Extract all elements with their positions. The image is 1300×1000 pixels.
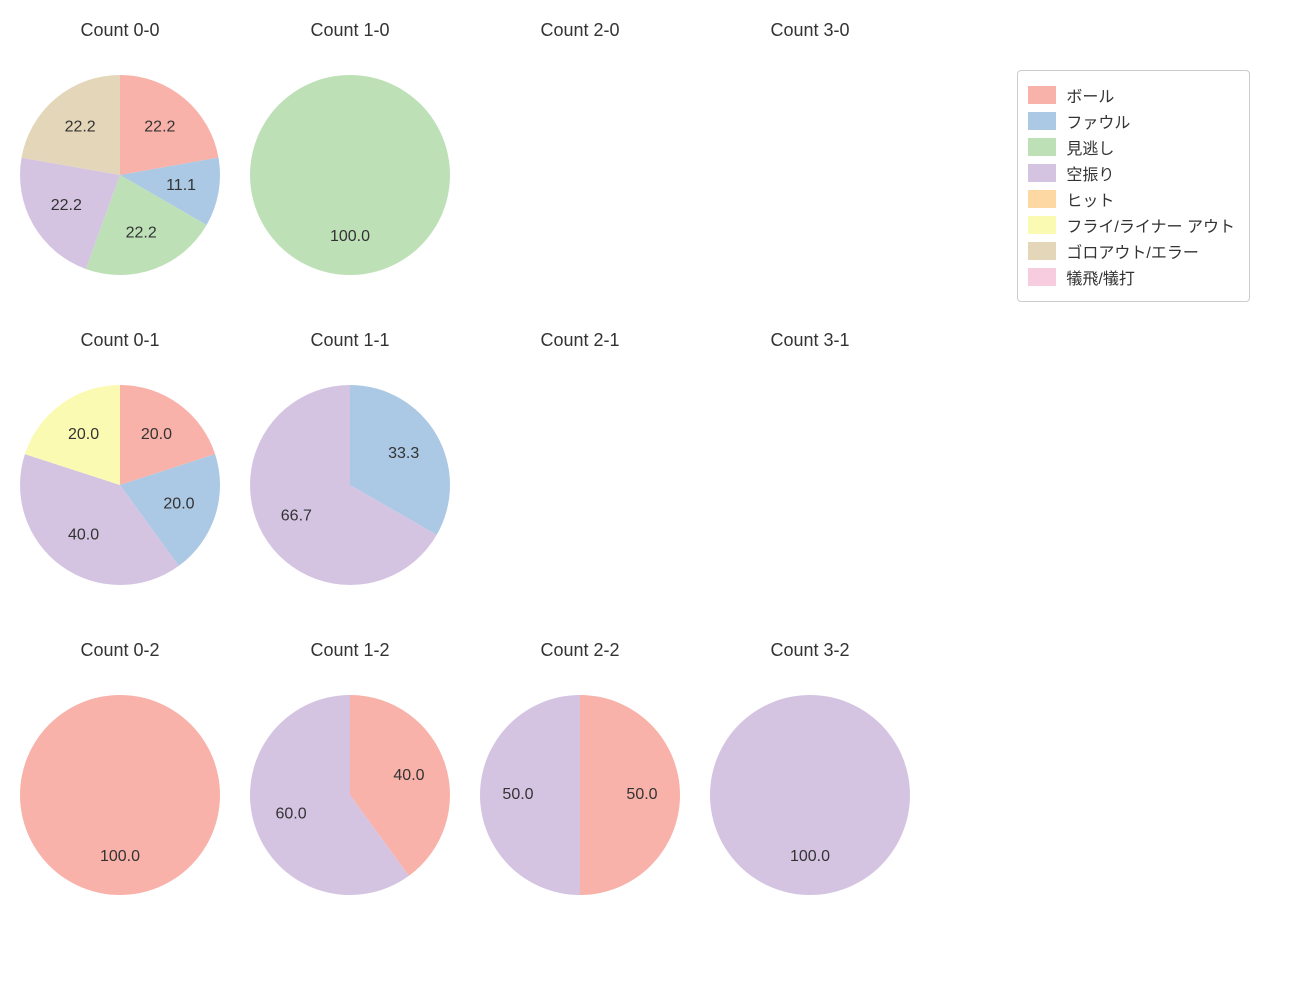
pie-slice-label: 50.0 <box>626 786 657 803</box>
pie-cell-c02: Count 0-2 100.0 <box>20 640 250 950</box>
pie-slice-label: 11.1 <box>166 177 196 194</box>
legend-item-groundout: ゴロアウト/エラー <box>1028 239 1235 263</box>
pie-slice-label: 40.0 <box>68 526 99 543</box>
pie-slice-label: 20.0 <box>163 495 194 512</box>
legend-item-swing: 空振り <box>1028 161 1235 185</box>
pie-slice-label: 66.7 <box>281 507 312 524</box>
pie-slice-label: 60.0 <box>275 805 306 822</box>
pie-chart: 100.0 <box>710 695 910 895</box>
pie-slice-label: 20.0 <box>141 426 172 443</box>
pie-chart: 40.0 60.0 <box>250 695 450 895</box>
legend-swatch-hit <box>1028 190 1056 208</box>
legend-swatch-looking <box>1028 138 1056 156</box>
pie-slice-label: 40.0 <box>393 767 424 784</box>
pie-chart: 33.3 66.7 <box>250 385 450 585</box>
legend-swatch-ball <box>1028 86 1056 104</box>
pie-title: Count 0-2 <box>20 640 220 661</box>
legend-item-ball: ボール <box>1028 83 1235 107</box>
pie-cell-c31: Count 3-1 <box>710 330 940 640</box>
pie-slice-label: 22.2 <box>126 224 157 241</box>
pie-slice-label: 20.0 <box>68 426 99 443</box>
legend-label: ゴロアウト/エラー <box>1066 239 1198 263</box>
pie-cell-c32: Count 3-2 100.0 <box>710 640 940 950</box>
pie-cell-c12: Count 1-2 40.0 60.0 <box>250 640 480 950</box>
pie-title: Count 0-0 <box>20 20 220 41</box>
pie-title: Count 0-1 <box>20 330 220 351</box>
pie-title: Count 2-1 <box>480 330 680 351</box>
pie-slice-label: 100.0 <box>330 228 370 245</box>
legend-swatch-sacrifice <box>1028 268 1056 286</box>
pie-title: Count 3-0 <box>710 20 910 41</box>
pie-title: Count 2-0 <box>480 20 680 41</box>
pie-cell-c11: Count 1-1 33.3 66.7 <box>250 330 480 640</box>
legend-item-looking: 見逃し <box>1028 135 1235 159</box>
pie-title: Count 1-1 <box>250 330 450 351</box>
pie-slice-label: 50.0 <box>502 786 533 803</box>
pie-title: Count 3-2 <box>710 640 910 661</box>
pie-cell-c30: Count 3-0 <box>710 20 940 330</box>
legend-label: ボール <box>1066 83 1114 107</box>
legend-label: 空振り <box>1066 161 1114 185</box>
pie-chart: 20.0 20.0 40.0 20.0 <box>20 385 220 585</box>
legend-label: 犠飛/犠打 <box>1066 265 1134 289</box>
legend-label: ヒット <box>1066 187 1114 211</box>
pie-slice-label: 33.3 <box>388 445 419 462</box>
pie-chart: 22.2 11.1 22.2 22.2 22.2 <box>20 75 220 275</box>
pie-cell-c20: Count 2-0 <box>480 20 710 330</box>
legend: ボールファウル見逃し空振りヒットフライ/ライナー アウトゴロアウト/エラー犠飛/… <box>1017 70 1250 302</box>
pie-chart: 100.0 <box>20 695 220 895</box>
pie-title: Count 1-0 <box>250 20 450 41</box>
pie-chart: 50.0 50.0 <box>480 695 680 895</box>
legend-label: フライ/ライナー アウト <box>1066 213 1235 237</box>
pie-slice-label: 22.2 <box>51 197 82 214</box>
pie-cell-c22: Count 2-2 50.0 50.0 <box>480 640 710 950</box>
pie-chart: 100.0 <box>250 75 450 275</box>
pie-slice-label: 22.2 <box>144 119 175 136</box>
pie-title: Count 1-2 <box>250 640 450 661</box>
pie-title: Count 3-1 <box>710 330 910 351</box>
pie-cell-c00: Count 0-0 22.2 11.1 22.2 22.2 22.2 <box>20 20 250 330</box>
legend-item-sacrifice: 犠飛/犠打 <box>1028 265 1235 289</box>
legend-swatch-swing <box>1028 164 1056 182</box>
pie-cell-c21: Count 2-1 <box>480 330 710 640</box>
legend-swatch-foul <box>1028 112 1056 130</box>
legend-item-foul: ファウル <box>1028 109 1235 133</box>
pie-title: Count 2-2 <box>480 640 680 661</box>
pie-cell-c10: Count 1-0 100.0 <box>250 20 480 330</box>
pie-slice-label: 22.2 <box>65 119 96 136</box>
pie-slice-label: 100.0 <box>790 848 830 865</box>
legend-swatch-groundout <box>1028 242 1056 260</box>
pie-cell-c01: Count 0-1 20.0 20.0 40.0 20.0 <box>20 330 250 640</box>
pie-slice-label: 100.0 <box>100 848 140 865</box>
legend-swatch-flyout <box>1028 216 1056 234</box>
legend-label: 見逃し <box>1066 135 1114 159</box>
legend-item-hit: ヒット <box>1028 187 1235 211</box>
legend-label: ファウル <box>1066 109 1130 133</box>
legend-item-flyout: フライ/ライナー アウト <box>1028 213 1235 237</box>
